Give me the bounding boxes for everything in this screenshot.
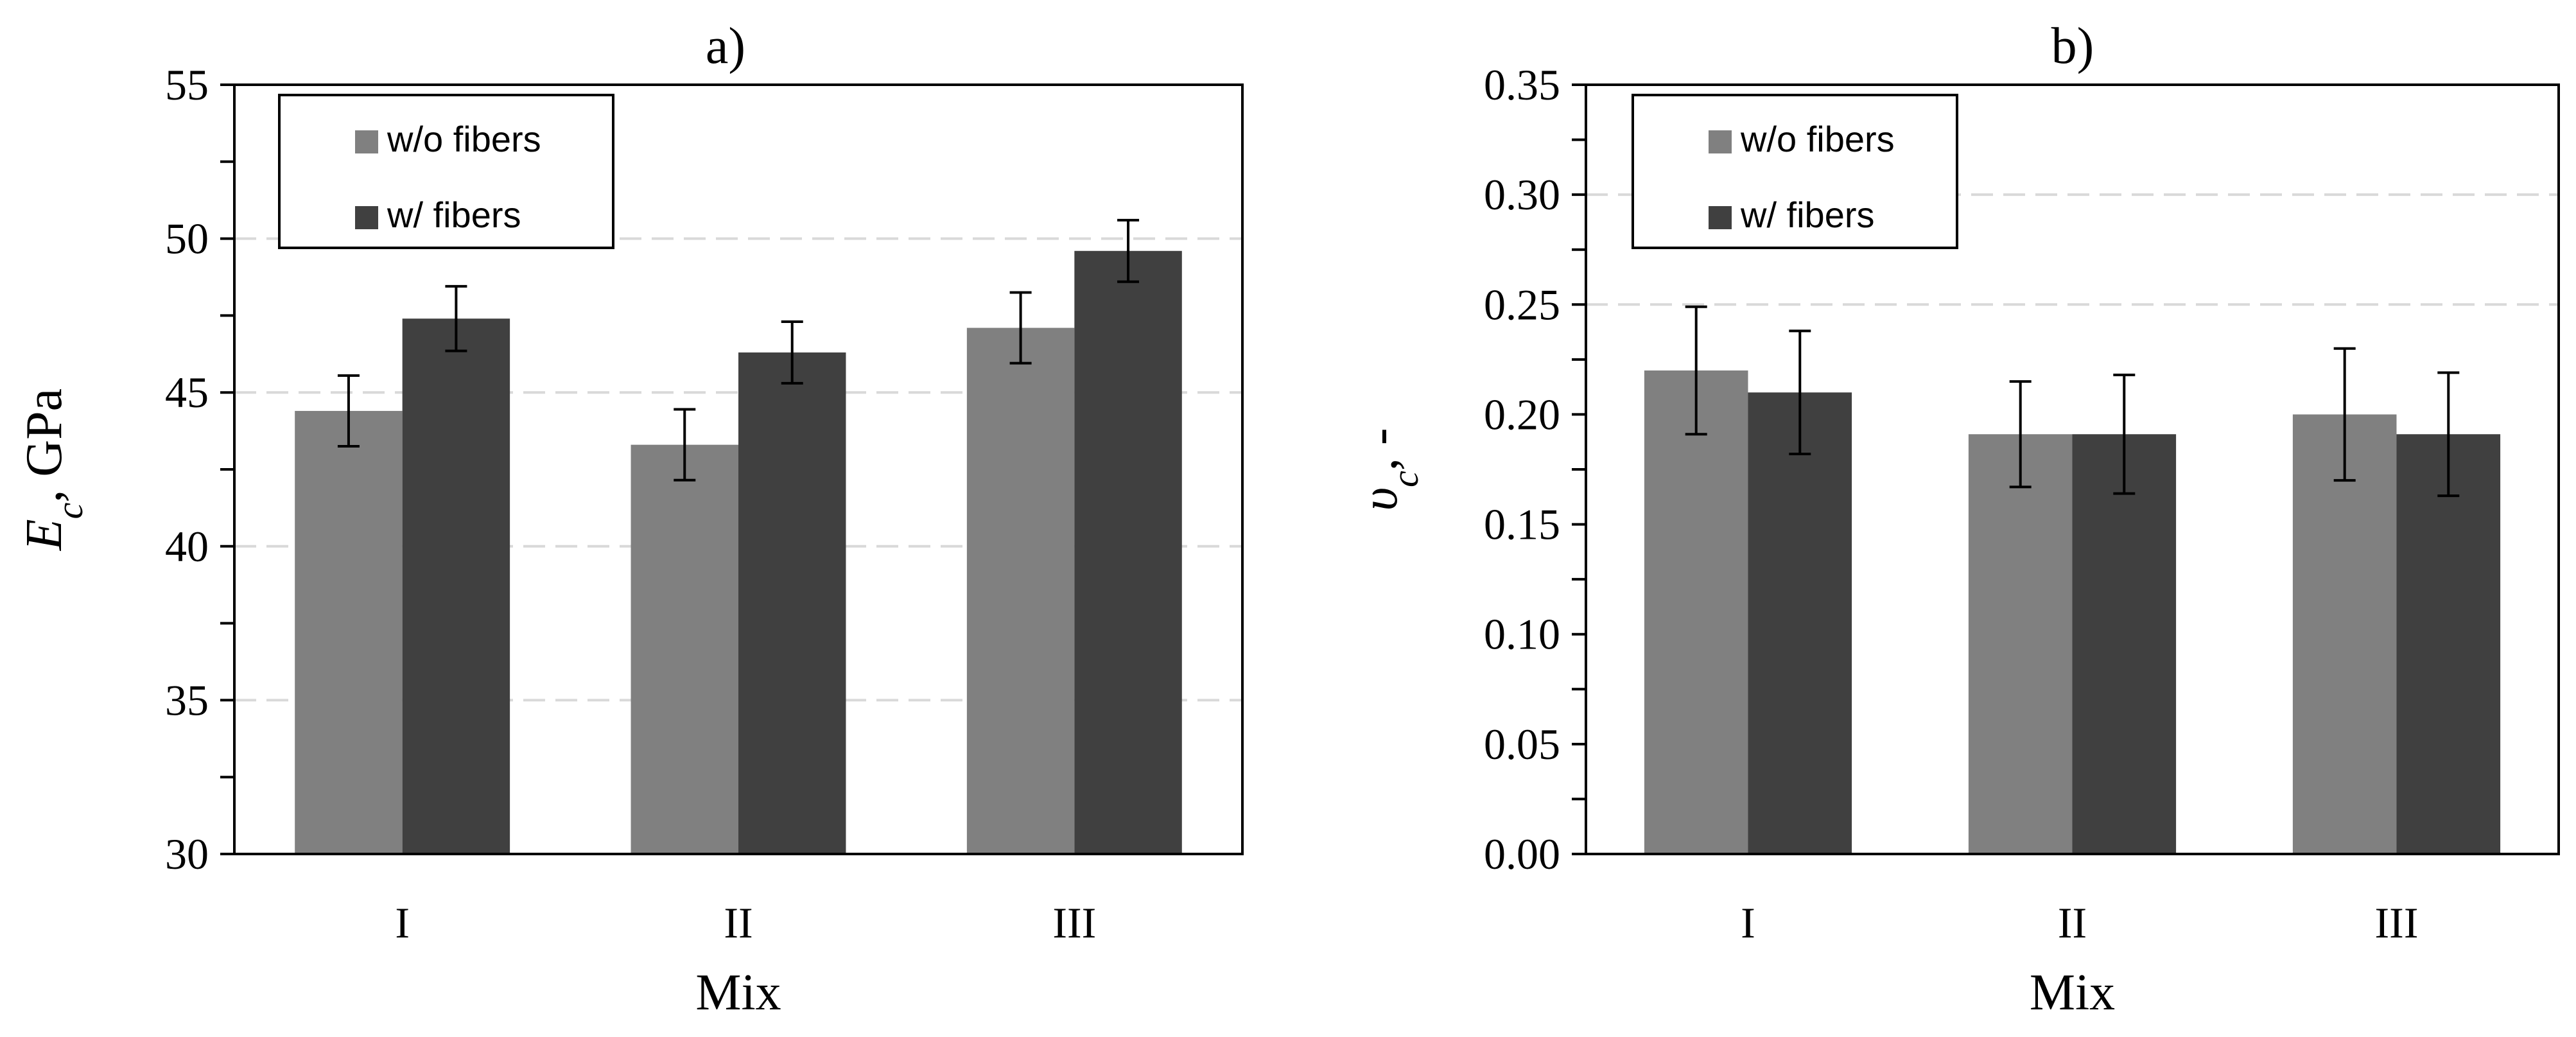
legend-swatch (1709, 130, 1732, 153)
error-bar (674, 408, 696, 482)
bar-without-fibers-III (2292, 414, 2397, 854)
bar-without-fibers-II (1968, 434, 2073, 854)
error-bar (1789, 329, 1811, 456)
x-tick-label: II (724, 898, 753, 947)
x-tick-label: III (2375, 898, 2419, 947)
bar-without-fibers-III (966, 327, 1075, 854)
y-tick-label: 0.20 (1484, 390, 1560, 439)
x-axis-title: Mix (695, 964, 781, 1021)
legend: w/o fibers w/ fibers (278, 94, 614, 249)
y-tick-label: 0.15 (1484, 500, 1560, 549)
legend-swatch (355, 206, 378, 229)
error-bar (781, 320, 803, 385)
y-tick-label: 45 (165, 368, 209, 417)
y-tick-label: 35 (165, 675, 209, 724)
error-bar (1009, 291, 1032, 365)
y-tick-label: 0.00 (1484, 830, 1560, 878)
legend-swatch (355, 130, 378, 153)
y-tick-label: 30 (165, 830, 209, 878)
y-axis-unit: , - (1352, 428, 1408, 471)
y-axis-symbol: E (16, 519, 73, 551)
bar-without-fibers-II (631, 444, 738, 854)
error-bar (2333, 347, 2356, 482)
y-tick-label: 0.35 (1484, 60, 1560, 109)
error-bar (445, 284, 467, 353)
bar-with-fibers-II (2072, 434, 2177, 854)
legend-label: w/o fibers (1740, 119, 1895, 159)
x-tick-label: II (2058, 898, 2087, 947)
legend: w/o fibers w/ fibers (1632, 94, 1958, 249)
y-axis-symbol: υ (1352, 487, 1408, 511)
x-tick-label: I (395, 898, 410, 947)
y-tick-label: 50 (165, 214, 209, 263)
y-axis-subscript: c (1384, 471, 1426, 487)
x-tick-label: III (1052, 898, 1096, 947)
y-axis-subscript: c (49, 502, 91, 519)
bar-with-fibers-I (1748, 392, 1852, 854)
y-axis-unit: , GPa (16, 388, 73, 503)
chart-title: a) (706, 18, 745, 74)
y-axis-title: υc, - (1352, 428, 1426, 510)
bar-with-fibers-III (2396, 434, 2501, 854)
y-tick-label: 0.25 (1484, 280, 1560, 329)
legend-box (278, 94, 614, 249)
error-bar (2113, 373, 2136, 495)
y-axis-title: Ec, GPa (16, 388, 91, 551)
legend-swatch (1709, 206, 1732, 229)
bar-with-fibers-I (402, 318, 510, 854)
error-bar (337, 374, 360, 448)
chart-title: b) (2051, 18, 2094, 74)
y-tick-label: 0.05 (1484, 720, 1560, 769)
chart-panel-2: 0.000.050.100.150.200.250.300.35I II IIIb)… (1352, 18, 2560, 1021)
bar-with-fibers-III (1074, 250, 1182, 854)
y-tick-label: 0.30 (1484, 170, 1560, 219)
error-bar (1685, 305, 1707, 436)
x-axis-title: Mix (2030, 964, 2115, 1021)
x-tick-label: I (1741, 898, 1755, 947)
error-bar (2009, 380, 2032, 489)
y-tick-label: 0.10 (1484, 610, 1560, 659)
legend-label: w/ fibers (1740, 195, 1875, 235)
error-bar (2437, 371, 2460, 498)
bar-without-fibers-I (295, 410, 403, 854)
legend-box (1632, 94, 1958, 249)
y-tick-label: 55 (165, 60, 209, 109)
y-tick-label: 40 (165, 522, 209, 571)
legend-label: w/o fibers (387, 119, 541, 159)
error-bar (1117, 218, 1140, 283)
bar-with-fibers-II (738, 352, 846, 854)
legend-label: w/ fibers (387, 195, 521, 235)
bar-without-fibers-I (1644, 370, 1748, 854)
